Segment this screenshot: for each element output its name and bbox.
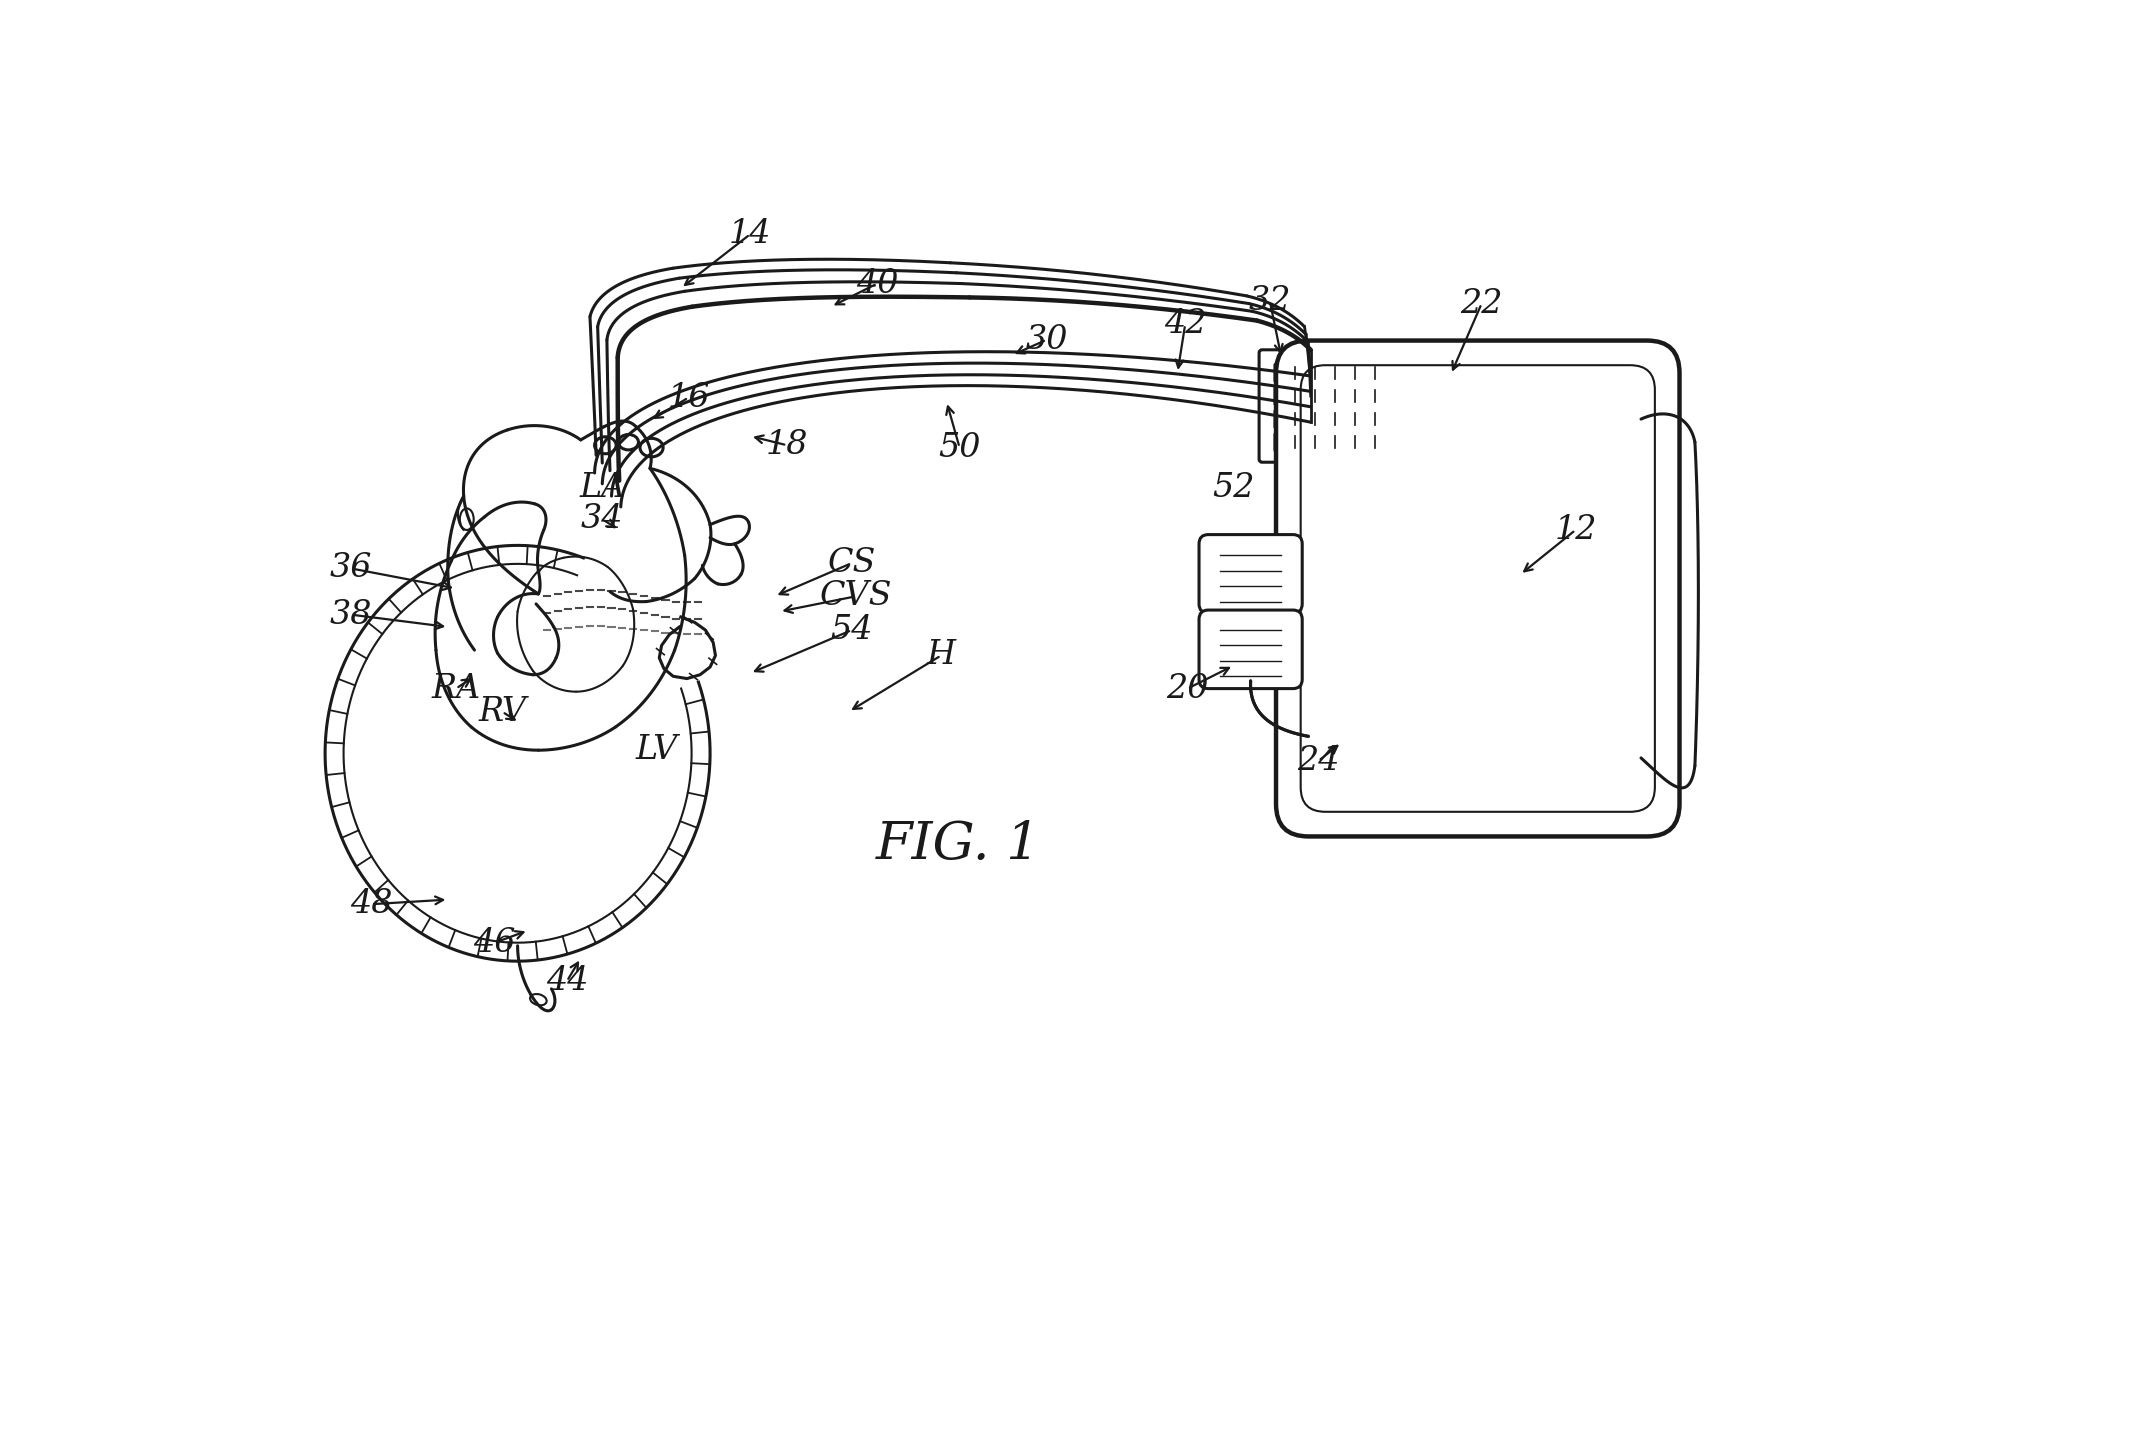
Text: CS: CS <box>828 547 877 579</box>
Ellipse shape <box>640 439 663 457</box>
Text: 36: 36 <box>329 552 372 585</box>
FancyBboxPatch shape <box>1301 366 1656 812</box>
Ellipse shape <box>530 995 548 1005</box>
Text: 44: 44 <box>545 966 588 998</box>
FancyBboxPatch shape <box>1260 350 1401 462</box>
Text: 30: 30 <box>1025 324 1067 356</box>
Text: LA: LA <box>580 472 625 504</box>
Text: H: H <box>926 639 956 671</box>
Text: RV: RV <box>479 696 526 727</box>
Text: 14: 14 <box>729 218 772 250</box>
Text: RA: RA <box>432 672 481 704</box>
Text: 50: 50 <box>939 431 982 463</box>
Text: 42: 42 <box>1164 308 1206 340</box>
FancyBboxPatch shape <box>1275 409 1384 428</box>
Text: 12: 12 <box>1555 514 1598 546</box>
FancyBboxPatch shape <box>1277 341 1679 836</box>
Text: 16: 16 <box>667 382 710 414</box>
Text: 46: 46 <box>473 926 515 958</box>
Text: 52: 52 <box>1213 472 1256 504</box>
Text: FIG. 1: FIG. 1 <box>875 819 1040 870</box>
Text: 48: 48 <box>351 889 394 921</box>
Text: LV: LV <box>635 735 678 767</box>
Text: 34: 34 <box>582 504 625 536</box>
Ellipse shape <box>595 437 616 453</box>
Text: 18: 18 <box>766 430 809 462</box>
Text: 40: 40 <box>856 267 898 299</box>
Ellipse shape <box>618 434 637 450</box>
Text: 24: 24 <box>1296 745 1339 777</box>
Text: 32: 32 <box>1249 285 1292 318</box>
FancyBboxPatch shape <box>1275 386 1384 405</box>
Text: 38: 38 <box>329 598 372 630</box>
Ellipse shape <box>460 508 473 530</box>
FancyBboxPatch shape <box>1200 610 1303 688</box>
Text: CVS: CVS <box>819 581 892 613</box>
Text: 54: 54 <box>830 614 873 646</box>
Text: 20: 20 <box>1166 672 1209 704</box>
FancyBboxPatch shape <box>1275 433 1384 452</box>
FancyBboxPatch shape <box>1275 363 1384 382</box>
Text: 22: 22 <box>1461 287 1504 319</box>
FancyBboxPatch shape <box>1200 534 1303 613</box>
